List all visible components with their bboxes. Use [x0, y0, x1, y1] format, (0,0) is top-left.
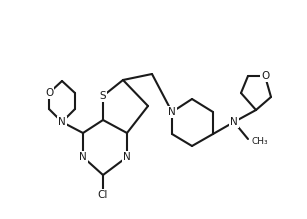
Text: N: N [168, 107, 176, 117]
Text: O: O [261, 71, 269, 81]
Text: N: N [79, 152, 87, 162]
Text: CH₃: CH₃ [251, 136, 268, 145]
Text: N: N [58, 117, 66, 127]
Text: Cl: Cl [98, 190, 108, 200]
Text: S: S [100, 91, 106, 101]
Text: N: N [123, 152, 131, 162]
Text: O: O [45, 88, 53, 98]
Text: N: N [230, 117, 238, 127]
